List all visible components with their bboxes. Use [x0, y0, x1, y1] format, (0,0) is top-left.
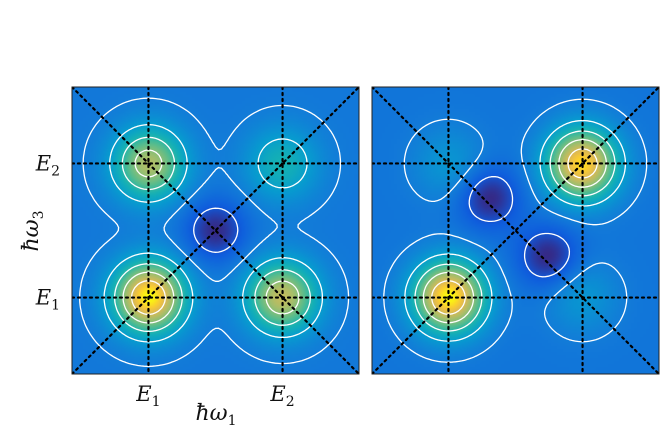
plot-frame [71, 86, 360, 375]
x-tick-label: E2 [269, 382, 294, 410]
x-tick-label: E1 [135, 382, 160, 410]
heatmap-panel-right [371, 86, 660, 375]
contour-level [103, 124, 324, 343]
contour-level [193, 207, 239, 253]
guide-lines [72, 87, 359, 374]
contour-lines [79, 97, 350, 367]
contour-level [414, 130, 616, 332]
guide-antidiagonal [372, 87, 659, 374]
contour-level [404, 119, 627, 342]
heatmap-panel-left [71, 86, 360, 375]
contour-level [79, 97, 350, 367]
axis-labels: E1 E2 E1 E2 ħω1 ħω3 [19, 151, 295, 429]
contour-level [383, 98, 648, 363]
contour-level [468, 175, 571, 278]
y-tick-label: E2 [35, 151, 60, 179]
contour-level [122, 149, 300, 324]
x-axis-label: ħω1 [195, 401, 236, 429]
contour-level [113, 136, 311, 333]
guide-antidiagonal [72, 87, 359, 374]
plot-frame [371, 86, 660, 375]
y-axis-label: ħω3 [19, 210, 47, 251]
y-tick-label: E1 [35, 286, 60, 314]
contour-level [130, 280, 166, 316]
contour-level [422, 139, 607, 324]
guide-lines [372, 87, 659, 374]
contour-level [431, 148, 598, 315]
contour-lines [383, 98, 648, 363]
